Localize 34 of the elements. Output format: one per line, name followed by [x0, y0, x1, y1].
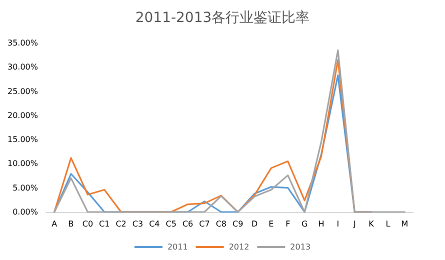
x-tick-label: F: [286, 220, 291, 228]
chart-title: 2011-2013各行业鉴证比率: [135, 10, 310, 26]
legend-label: 2011: [167, 242, 188, 252]
y-tick-label: 30.00%: [7, 62, 38, 72]
x-tick-label: C4: [149, 220, 160, 228]
x-tick-label: K: [368, 220, 375, 228]
x-tick-label: C2: [116, 220, 126, 228]
x-tick-label: L: [386, 220, 391, 228]
x-tick-label: E: [268, 220, 274, 228]
y-tick-label: 0.00%: [12, 208, 38, 216]
x-tick-label: C1: [99, 220, 110, 228]
legend-label: 2012: [228, 242, 250, 252]
y-tick-label: 10.00%: [7, 159, 38, 168]
x-tick-label: C9: [232, 220, 244, 228]
x-tick-label: J: [352, 220, 356, 228]
x-tick-label: M: [401, 220, 408, 228]
x-tick-label: B: [68, 220, 74, 228]
x-tick-label: C7: [199, 220, 210, 228]
x-tick-label: C8: [216, 220, 227, 228]
x-tick-label: H: [318, 220, 324, 228]
x-tick-label: C6: [182, 220, 194, 228]
x-tick-label: C3: [132, 220, 144, 228]
y-tick-label: 15.00%: [7, 135, 38, 144]
y-tick-label: 5.00%: [12, 183, 38, 192]
y-tick-label: 35.00%: [7, 38, 38, 48]
x-tick-label: C0: [82, 220, 94, 228]
x-tick-label: I: [336, 220, 340, 228]
x-tick-label: C5: [166, 220, 176, 228]
y-tick-label: 20.00%: [7, 110, 38, 120]
x-tick-label: G: [301, 220, 308, 228]
x-tick-label: A: [52, 220, 58, 228]
x-tick-label: D: [251, 220, 258, 228]
legend-label: 2013: [290, 242, 311, 252]
y-tick-label: 25.00%: [7, 86, 38, 96]
